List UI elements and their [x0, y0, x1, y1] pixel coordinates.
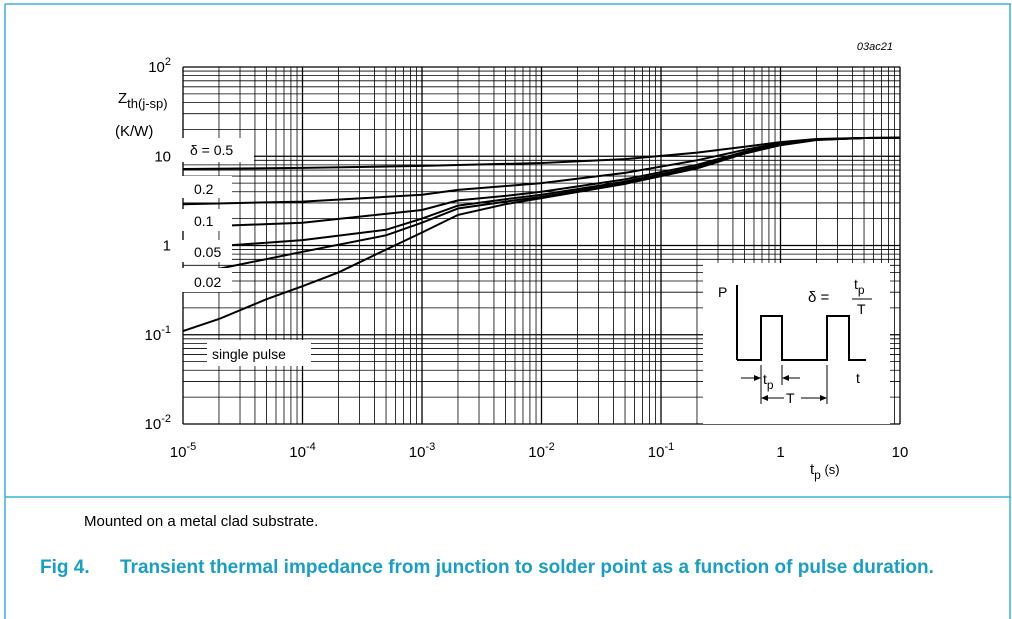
series-label: 0.05: [194, 244, 221, 260]
series-label-part: 0.02: [194, 274, 221, 290]
series-label: 0.1: [194, 213, 214, 229]
inset-fraction-denominator-part: T: [857, 301, 866, 317]
mounting-note: Mounted on a metal clad substrate.: [84, 513, 319, 530]
x-tick-label-part: 1: [776, 444, 784, 461]
x-axis-label-part: (s): [821, 462, 840, 477]
inset-fraction-numerator-part: t: [854, 276, 858, 292]
inset-tp-label-part: p: [767, 378, 774, 392]
y-tick-label-part: 10: [148, 59, 165, 76]
inset-p-label: P: [718, 284, 727, 300]
label-mask: [180, 138, 254, 162]
x-tick-label-part: 10: [528, 444, 545, 461]
x-tick-label-part: -2: [545, 441, 555, 453]
curve-5: [182, 136, 901, 333]
inset-delta-label-part: δ =: [808, 289, 830, 306]
y-tick-label: 10: [154, 148, 171, 165]
inset-p-label-part: P: [718, 284, 727, 300]
inset-t-label-part: t: [856, 370, 860, 386]
x-axis-label-part: t: [810, 461, 815, 478]
y-axis-label-part: Z: [118, 90, 127, 107]
x-tick-label: 10-3: [409, 441, 435, 461]
inset-arrowhead: [782, 375, 789, 381]
series-label-part: 0.05: [194, 244, 221, 260]
label-mask: [180, 240, 232, 262]
x-tick-label-part: 10: [892, 444, 909, 461]
label-mask: [180, 209, 232, 231]
series-label: single pulse: [212, 346, 286, 362]
y-axis-label: Zth(j-sp): [118, 90, 168, 111]
y-tick-label: 10-2: [145, 413, 171, 433]
x-axis-label: tp (s): [810, 461, 840, 482]
y-axis-label-part: th(j-sp): [127, 96, 167, 111]
inset-t-label: t: [856, 370, 860, 386]
x-tick-label: 10-5: [170, 441, 196, 461]
series-label: 0.02: [194, 274, 221, 290]
label-mask: [180, 176, 232, 198]
series-label-part: δ = 0.5: [190, 142, 233, 158]
y-axis-unit: (K/W): [115, 123, 153, 140]
inset-T-label: T: [786, 390, 795, 406]
series-label-part: 0.2: [194, 181, 214, 197]
figure-caption: Fig 4. Transient thermal impedance from j…: [40, 555, 980, 580]
x-tick-label: 10-2: [528, 441, 554, 461]
y-tick-label-part: 2: [165, 56, 171, 68]
curves: [182, 136, 901, 333]
inset-tp-label-part: t: [763, 371, 767, 387]
y-tick-label-part: -1: [161, 324, 171, 336]
inset-arrowhead: [754, 375, 761, 381]
y-axis-unit-part: (K/W): [115, 123, 153, 140]
x-tick-label-part: -4: [306, 441, 316, 453]
series-label-part: single pulse: [212, 346, 286, 362]
y-tick-label: 1: [163, 238, 171, 255]
series-label: δ = 0.5: [190, 142, 233, 158]
x-tick-label-part: 10: [409, 444, 426, 461]
caption-number: Fig 4.: [40, 557, 90, 578]
x-tick-label-part: 10: [289, 444, 306, 461]
x-tick-label-part: 10: [170, 444, 187, 461]
y-tick-label-part: 10: [145, 327, 162, 344]
inset-fraction-numerator: tp: [854, 276, 865, 297]
y-tick-label: 102: [148, 56, 171, 76]
y-tick-label-part: 10: [154, 148, 171, 165]
label-masks: [180, 138, 890, 424]
inset-arrowhead: [761, 395, 768, 401]
label-mask: [180, 268, 232, 292]
x-tick-label: 10-4: [289, 441, 315, 461]
x-tick-label: 1: [776, 444, 784, 461]
x-tick-label: 10-1: [648, 441, 674, 461]
label-mask: [703, 263, 890, 424]
y-tick-label-part: -2: [161, 413, 171, 425]
inset-T-label-part: T: [786, 390, 795, 406]
x-tick-label-part: 10: [648, 444, 665, 461]
label-mask: [207, 340, 311, 366]
inset-delta-label: δ =: [808, 289, 830, 306]
y-tick-label-part: 10: [145, 416, 162, 433]
x-tick-label-part: -5: [186, 441, 196, 453]
caption-text: Transient thermal impedance from junctio…: [120, 557, 934, 578]
inset-pulse-train: [737, 315, 866, 361]
series-label-part: 0.1: [194, 213, 214, 229]
figure-id: 03ac21: [857, 41, 893, 53]
x-tick-label-part: -3: [425, 441, 435, 453]
inset-fraction-numerator-part: p: [858, 283, 865, 297]
inset-arrowhead: [820, 395, 827, 401]
x-tick-label-part: -1: [664, 441, 674, 453]
y-tick-label-part: 1: [163, 238, 171, 255]
x-tick-label: 10: [892, 444, 909, 461]
x-axis-label-part: p: [814, 468, 821, 482]
series-label: 0.2: [194, 181, 214, 197]
y-tick-label: 10-1: [145, 324, 171, 344]
inset-tp-label: tp: [763, 371, 774, 392]
inset-fraction-denominator: T: [857, 301, 866, 317]
